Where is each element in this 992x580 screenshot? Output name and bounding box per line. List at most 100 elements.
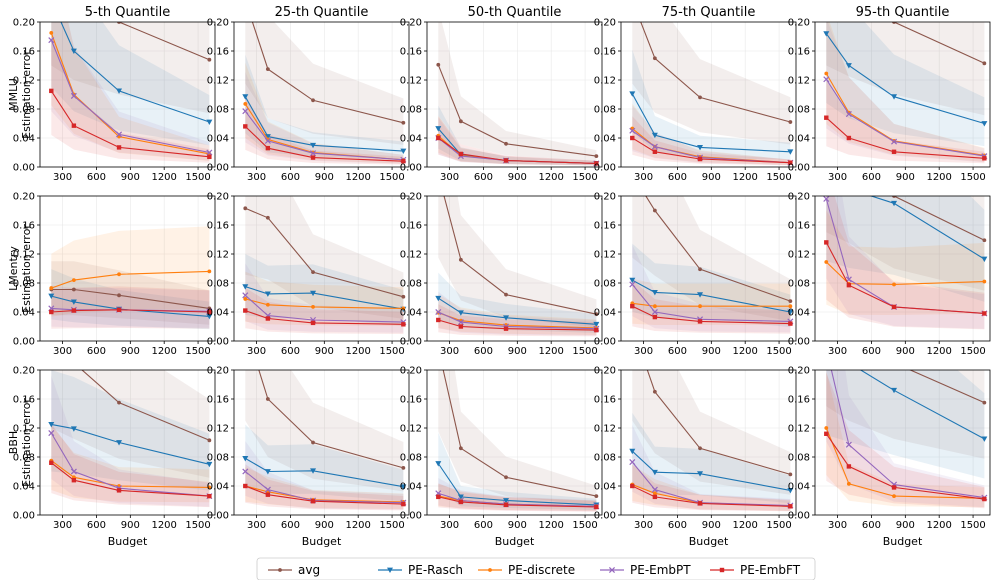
column-title: 95-th Quantile (856, 5, 950, 20)
point-pe_rasch (435, 126, 442, 132)
y-tick-label: 0.04 (207, 134, 229, 145)
band-pe_embft (245, 464, 404, 511)
line-pe_embpt (631, 130, 791, 164)
point-avg (207, 306, 212, 311)
line-avg (437, 64, 597, 157)
x-axis-label: Budget (108, 535, 148, 548)
x-tick-label: 300 (634, 520, 653, 531)
x-tick-label: 900 (896, 172, 915, 183)
point-pe_embft (265, 492, 271, 497)
point-pe_discrete (824, 71, 829, 76)
point-pe_embft (116, 145, 122, 150)
y-tick-label: 0.16 (13, 47, 35, 58)
point-pe_rasch (457, 494, 464, 500)
x-tick-label: 300 (440, 346, 459, 357)
band-pe_rasch (826, 22, 985, 147)
line-pe_rasch (245, 286, 404, 310)
point-pe_embpt (845, 111, 852, 118)
y-tick-label: 0.16 (594, 47, 616, 58)
plot-area (824, 325, 988, 509)
line-pe_embpt (244, 471, 404, 504)
point-pe_discrete (652, 304, 657, 309)
y-tick-label: 0.16 (207, 221, 229, 232)
point-pe_rasch (981, 121, 988, 127)
x-tick-label: 600 (668, 172, 687, 183)
point-pe_embft (846, 282, 852, 288)
point-pe_rasch (264, 134, 271, 140)
point-pe_rasch (981, 256, 988, 263)
point-pe_embpt (651, 308, 658, 316)
point-pe_rasch (242, 94, 249, 100)
point-avg (847, 325, 851, 329)
point-pe_rasch (242, 456, 249, 462)
plot-area (629, 196, 794, 334)
y-tick-label: 0.04 (13, 308, 35, 319)
band-pe_embft (438, 483, 597, 512)
point-pe_discrete (243, 297, 248, 301)
band-avg (826, 196, 985, 291)
line-avg (893, 196, 985, 241)
band-pe_discrete (438, 483, 597, 511)
x-tick-label: 600 (668, 346, 687, 357)
point-pe_embpt (242, 468, 249, 475)
point-pe_discrete (788, 304, 793, 309)
line-avg (51, 288, 210, 309)
point-avg (982, 61, 987, 66)
line-avg (646, 370, 791, 475)
point-pe_embft (436, 494, 441, 500)
band-pe_discrete (826, 210, 985, 315)
point-avg (311, 98, 315, 103)
y-tick-label: 0.12 (788, 76, 810, 87)
point-pe_discrete (207, 269, 212, 274)
x-tick-label: 300 (53, 520, 72, 531)
line-pe_embpt (438, 492, 597, 507)
axes-frame (39, 21, 216, 168)
y-tick-label: 0.08 (788, 453, 810, 464)
x-tick-label: 900 (702, 346, 721, 357)
band-pe_rasch (245, 424, 404, 502)
y-tick-label: 0.04 (594, 308, 616, 319)
point-pe_embft (630, 135, 635, 141)
point-pe_embft (891, 304, 897, 310)
point-avg (504, 292, 508, 297)
point-pe_embpt (48, 37, 55, 44)
point-pe_embpt (70, 468, 77, 475)
point-pe_embft (401, 322, 406, 327)
point-pe_embft (207, 493, 212, 499)
legend-item-pe_rasch: PE-Rasch (378, 563, 463, 577)
point-pe_embpt (823, 76, 830, 83)
point-pe_embft (207, 309, 212, 315)
point-avg (117, 293, 121, 298)
y-tick-label: 0.08 (13, 279, 35, 290)
y-tick-label: 0.20 (13, 18, 35, 29)
point-pe_embft (436, 317, 441, 323)
column-title: 25-th Quantile (275, 5, 369, 20)
x-tick-label: 300 (828, 172, 847, 183)
point-avg (788, 299, 793, 304)
line-pe_embft (245, 310, 404, 325)
band-pe_discrete (245, 62, 404, 164)
y-tick-label: 0.00 (13, 163, 35, 174)
band-pe_embpt (826, 22, 985, 163)
y-tick-label: 0.16 (13, 221, 35, 232)
point-pe_rasch (787, 149, 794, 155)
y-tick-label: 0.12 (13, 424, 35, 435)
x-tick-label: 1200 (732, 346, 757, 357)
x-tick-label: 300 (247, 520, 266, 531)
line-pe_embft (50, 462, 210, 497)
point-pe_rasch (70, 48, 77, 54)
point-avg (652, 56, 657, 61)
point-avg (458, 257, 463, 262)
band-pe_rasch (632, 412, 791, 504)
band-pe_embft (51, 423, 210, 508)
x-tick-label: 600 (87, 172, 106, 183)
x-tick-label: 300 (634, 172, 653, 183)
point-pe_embpt (310, 150, 317, 157)
line-pe_rasch (60, 22, 210, 123)
y-tick-label: 0.20 (207, 192, 229, 203)
band-avg (245, 22, 404, 145)
x-tick-label: 900 (702, 172, 721, 183)
x-tick-label: 1200 (538, 172, 563, 183)
point-pe_embft (594, 504, 599, 510)
point-pe_rasch (264, 291, 271, 297)
